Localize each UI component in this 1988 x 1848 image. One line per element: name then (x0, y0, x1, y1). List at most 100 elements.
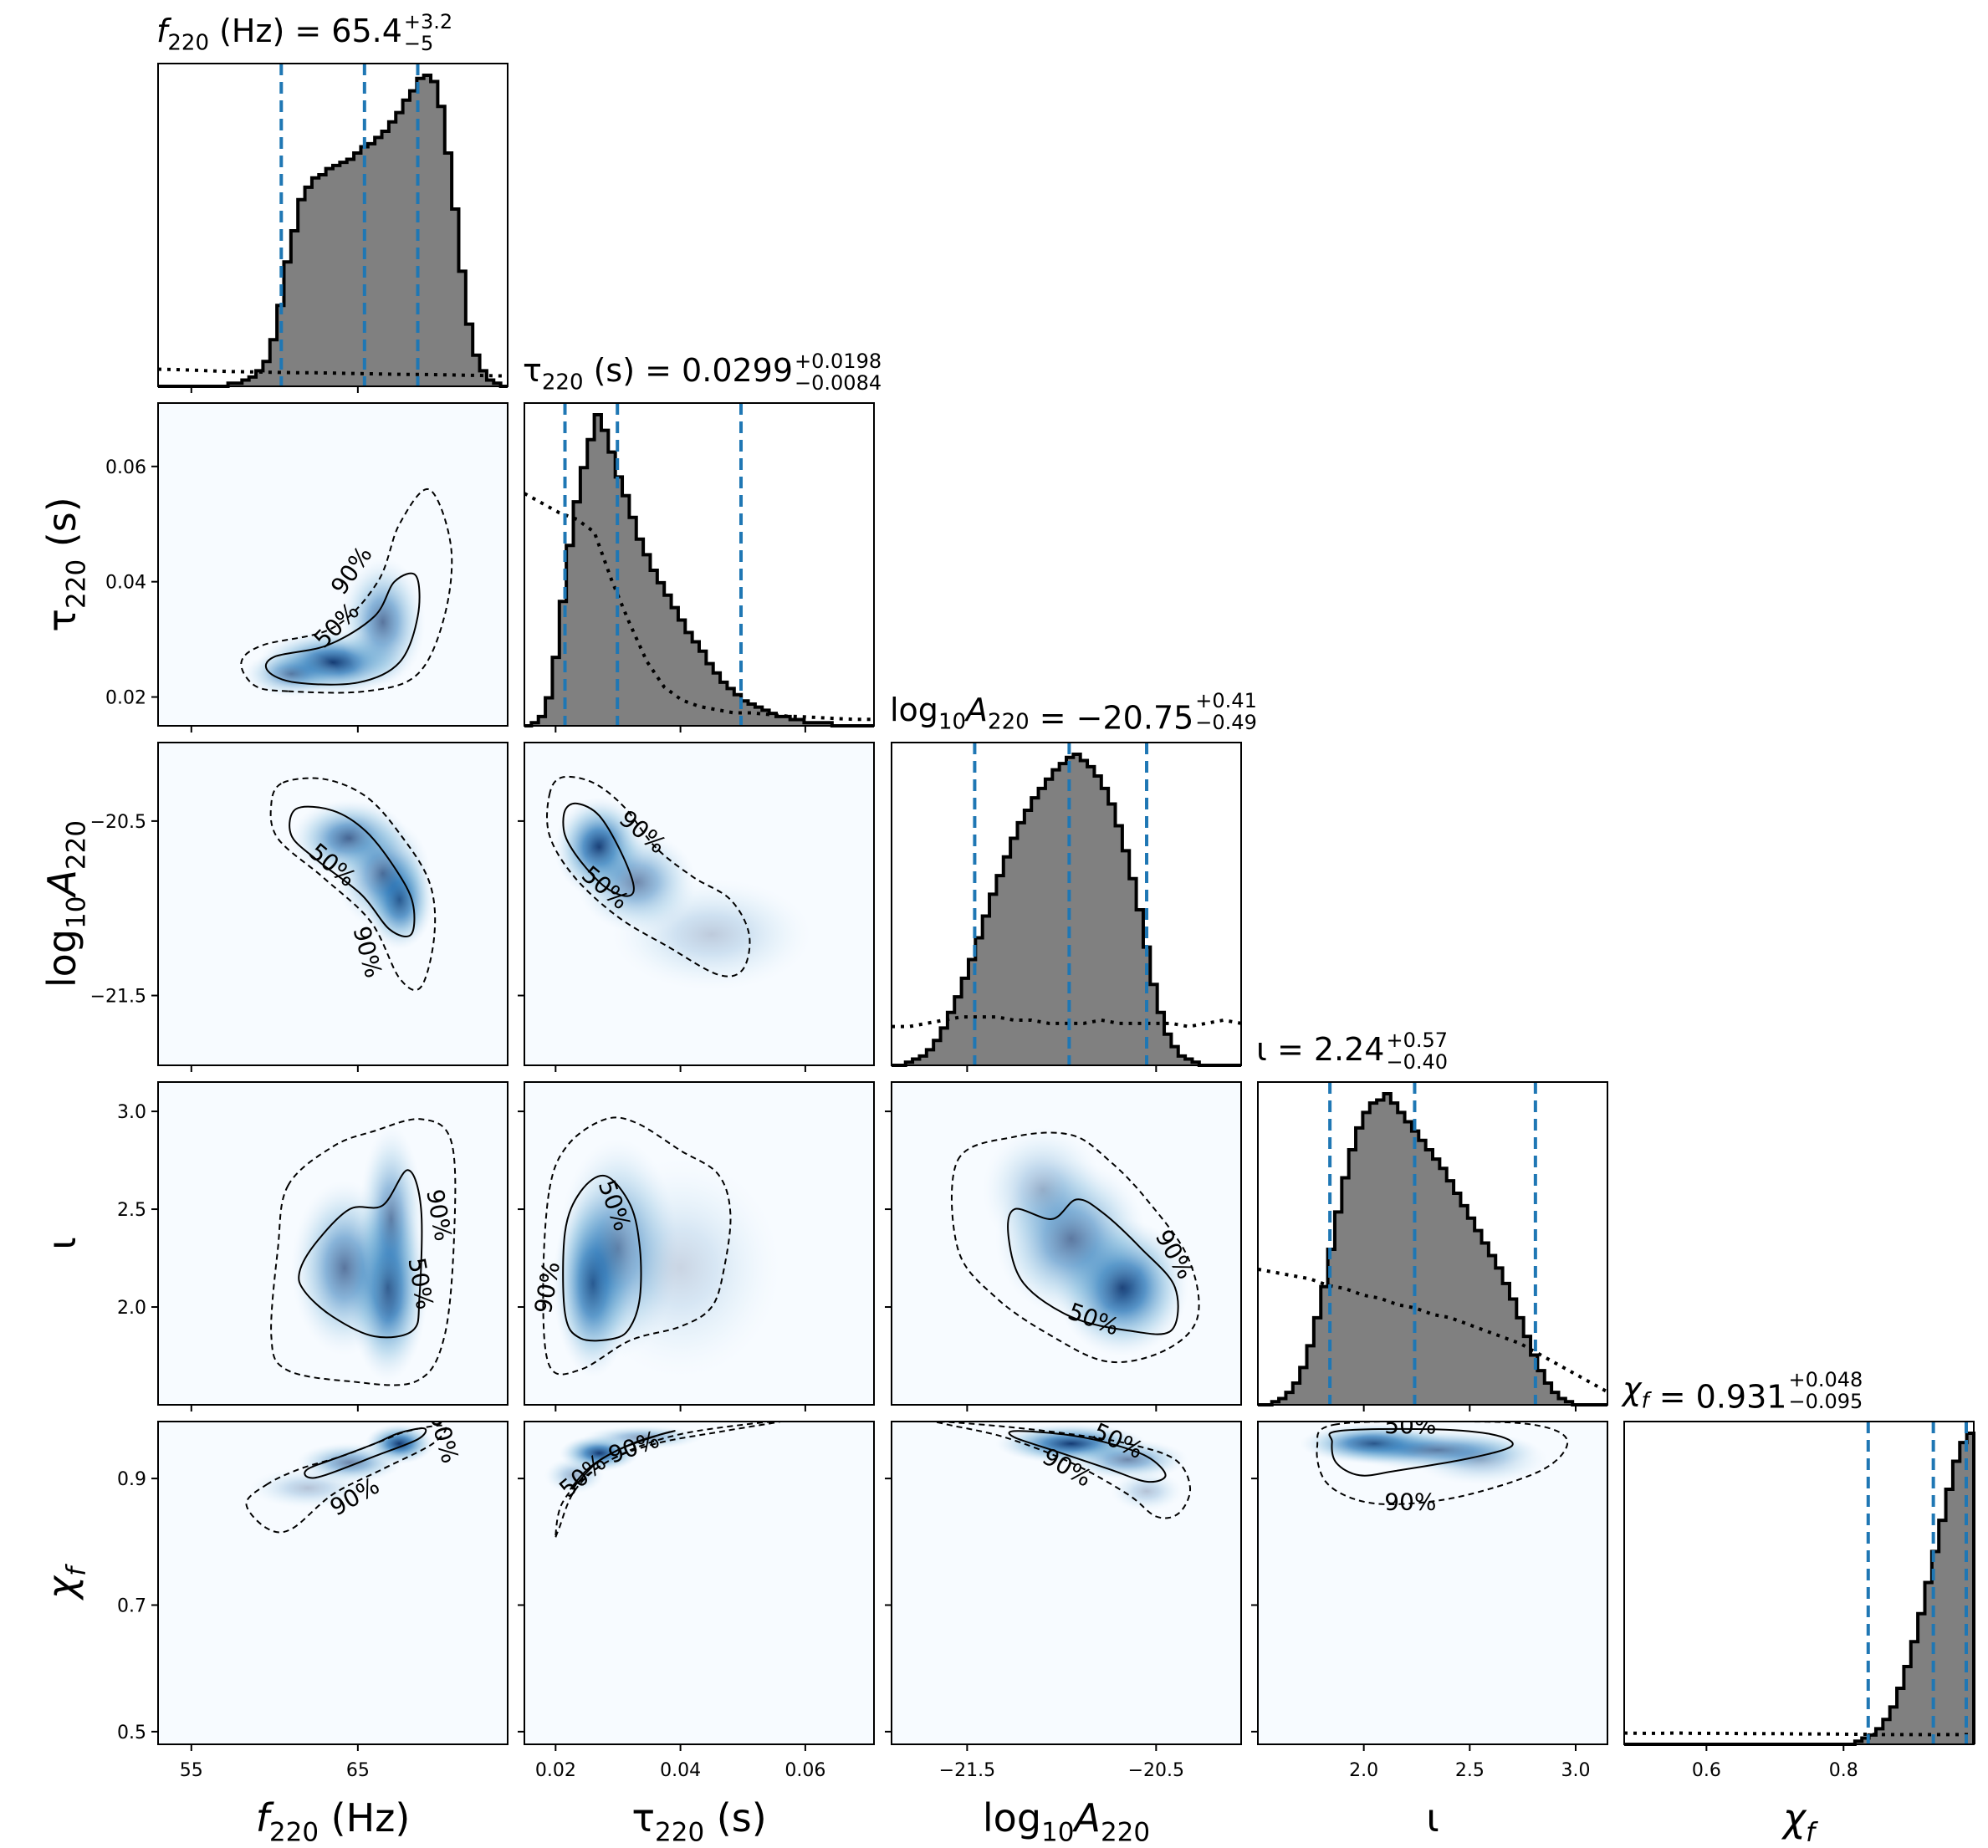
density-layer: 50% 90% (1300, 1412, 1569, 1515)
pair-panel-logA220-iota: 90%50% (885, 1081, 1242, 1412)
hist-bar (444, 153, 452, 386)
hist-bar (677, 620, 686, 726)
hist-bar (790, 719, 798, 726)
prior-curve (157, 367, 508, 378)
hist-bar (396, 112, 404, 386)
hist-bar (1073, 754, 1081, 1065)
hist-bar (375, 137, 383, 386)
hist-bar (600, 430, 609, 726)
hist-bar (340, 162, 348, 386)
hist-bar (1306, 1345, 1315, 1405)
hist-bar (762, 710, 770, 726)
contour-90 (950, 1131, 1200, 1364)
hist-bar (1952, 1461, 1960, 1744)
hist-bar (1292, 1382, 1301, 1405)
hist-bar (465, 324, 473, 386)
hist-bar (431, 81, 438, 386)
hist-bar (545, 697, 554, 726)
x-axis-label: log10A220 (983, 1795, 1150, 1848)
title-err-plus: +3.2 (404, 10, 452, 33)
hist-bar (437, 106, 446, 386)
hist-bar (1279, 1398, 1287, 1405)
density-layer: 90%50% (240, 488, 453, 697)
title-err-plus: +0.048 (1788, 1368, 1863, 1391)
panel-frame (1257, 1421, 1608, 1745)
hist-bar (1875, 1728, 1883, 1744)
x-tick-label: 0.06 (784, 1760, 825, 1781)
x-tick-label: 3.0 (1561, 1760, 1591, 1781)
hist-bar (629, 517, 637, 726)
hist-bar (1537, 1371, 1546, 1405)
y-axis-label: log10A220 (39, 820, 92, 988)
hist-bar (657, 582, 665, 726)
contour-label-group: 90% (1384, 1488, 1436, 1515)
hist-bar (1945, 1488, 1954, 1744)
panel-frame (891, 1421, 1242, 1745)
hist-bar (1059, 763, 1067, 1065)
hist-bar (325, 168, 334, 386)
x-tick-label: −20.5 (1128, 1760, 1184, 1781)
density-layer: 90%50% (546, 775, 812, 991)
density-blob (340, 557, 426, 687)
title-err-minus: −0.095 (1788, 1390, 1863, 1413)
x-tick-label: 2.5 (1455, 1760, 1485, 1781)
hist-bar (1966, 1433, 1975, 1744)
diag-panel-iota: ι = 2.24 +0.57−0.40 (1256, 1029, 1608, 1412)
hist-outline (158, 74, 508, 388)
hist-bar (1523, 1336, 1531, 1405)
hist-bar (298, 199, 306, 386)
hist-bar (381, 130, 390, 386)
density-blob (544, 1457, 605, 1494)
density-background (892, 1422, 1241, 1744)
hist-bar (940, 1028, 948, 1065)
y-axis-label: τ220 (s) (39, 497, 92, 631)
pair-panel-tau220-logA220: 90%50% (518, 742, 875, 1072)
title-err-minus: −0.0084 (795, 371, 882, 395)
contour-50 (562, 1174, 642, 1342)
contour-90 (542, 1116, 732, 1376)
x-axis-label: χf (1781, 1795, 1818, 1848)
contour-90 (240, 488, 453, 694)
contour-50 (1007, 1198, 1179, 1335)
hist-bar (1094, 776, 1102, 1065)
hist-bar (1087, 766, 1096, 1065)
hist-bar (452, 208, 460, 386)
hist-bar (1960, 1442, 1968, 1744)
pair-panel-tau220-iota: 50%90% (518, 1081, 875, 1412)
hist-bar (538, 716, 546, 726)
hist-bar (1003, 856, 1011, 1065)
contour-50 (562, 802, 635, 897)
contour-label-group: 50% (1384, 1412, 1436, 1439)
hist-bar (608, 452, 616, 726)
density-blob (1067, 1439, 1188, 1480)
prior-curve (892, 1015, 1242, 1029)
hist-bar (304, 186, 313, 386)
panel-frame (157, 402, 508, 727)
hist-bar (580, 467, 588, 726)
hist-bar (1390, 1103, 1398, 1405)
contour-label: 90% (1384, 1488, 1436, 1515)
y-tick-label: 0.02 (105, 688, 146, 709)
hist-bar (754, 707, 763, 726)
contour-50 (1008, 1430, 1167, 1483)
y-tick-label: 0.04 (105, 573, 146, 594)
pair-panel-f220-iota: 90%50% 2.0 2.5 3.0 ι (39, 1081, 508, 1412)
panel-frame (524, 1081, 875, 1406)
hist-outline (1258, 1092, 1607, 1406)
diag-panel-f220: f220 (Hz) = 65.4 +3.2−5 (156, 10, 508, 393)
title-err-plus: +0.0198 (795, 350, 882, 373)
contour-label: 50% (1384, 1412, 1436, 1439)
hist-bar (919, 1055, 928, 1065)
x-axis-label: τ220 (s) (631, 1795, 766, 1848)
hist-bar (1551, 1392, 1560, 1405)
hist-bar (354, 153, 362, 386)
prior-curve (524, 492, 874, 722)
density-blob (982, 1126, 1104, 1253)
x-tick-label: 65 (346, 1760, 370, 1781)
hist-bar (664, 595, 672, 726)
hist-bar (1164, 1034, 1172, 1065)
panel-frame (157, 742, 508, 1066)
hist-bar (1481, 1243, 1490, 1405)
